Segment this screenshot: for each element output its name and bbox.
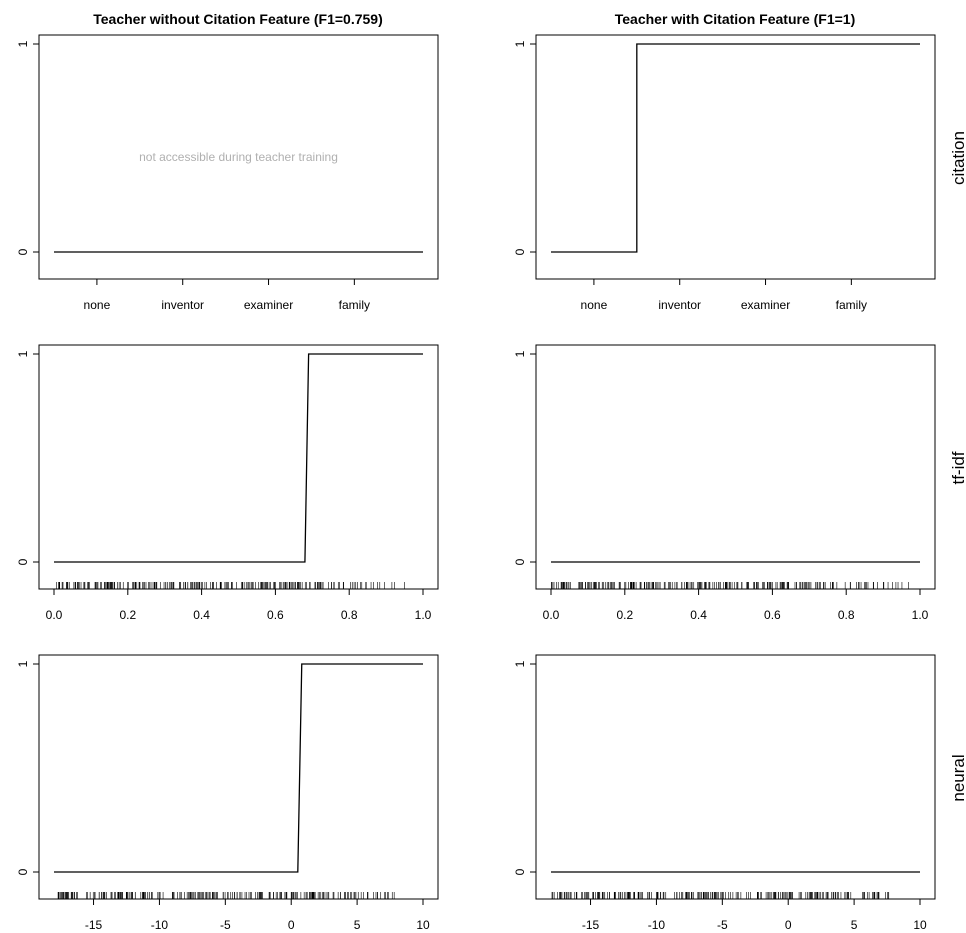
x-tick-label: examiner [244, 298, 293, 312]
x-tick-label: 0.0 [543, 608, 560, 622]
x-tick-label: family [339, 298, 370, 312]
x-tick-label: 0 [288, 918, 295, 932]
x-tick-label: family [836, 298, 867, 312]
panel-6: 0 1 -15 -10 -5 0 5 10 [513, 654, 936, 932]
x-tick-label: 0.8 [838, 608, 855, 622]
x-tick-label: -5 [220, 918, 231, 932]
x-tick-label: -10 [151, 918, 169, 932]
panel-2: 0 1 none inventor examiner family [513, 34, 936, 312]
y-tick-label: 0 [16, 248, 30, 255]
x-tick-label: 0.4 [193, 608, 210, 622]
x-tick-label: inventor [658, 298, 701, 312]
step-line [551, 43, 920, 253]
x-tick-label: 0.2 [616, 608, 633, 622]
y-tick-label: 1 [513, 350, 527, 357]
x-tick-label: 5 [851, 918, 858, 932]
x-tick-label: 10 [416, 918, 430, 932]
y-tick-label: 1 [513, 40, 527, 47]
row-label-tf-idf: tf-idf [949, 451, 966, 484]
y-tick-label: 1 [16, 40, 30, 47]
x-tick-label: none [581, 298, 608, 312]
plot-frame [38, 34, 439, 280]
column-title-right: Teacher with Citation Feature (F1=1) [615, 11, 856, 27]
rug-marks [551, 582, 909, 589]
y-tick-label: 1 [513, 660, 527, 667]
panel-1: 0 1 none inventor examiner family not accessib… [16, 34, 439, 312]
y-tick-label: 1 [16, 350, 30, 357]
rug-marks [56, 582, 405, 589]
panel-3: 0 1 0.0 0.2 0.4 0.6 0.8 1.0 [16, 344, 439, 622]
panel-4: 0 1 0.0 0.2 0.4 0.6 0.8 1.0 [513, 344, 936, 622]
x-tick-label: -15 [85, 918, 103, 932]
rug-marks [57, 892, 395, 899]
y-tick-label: 0 [16, 558, 30, 565]
x-tick-label: 0.8 [341, 608, 358, 622]
x-tick-label: 0 [785, 918, 792, 932]
y-tick-label: 0 [513, 248, 527, 255]
panel-5: 0 1 -15 -10 -5 0 5 10 [16, 654, 439, 932]
plot-frame [535, 654, 936, 900]
step-line [54, 353, 423, 563]
plot-frame [535, 344, 936, 590]
y-tick-label: 1 [16, 660, 30, 667]
annotation-text: not accessible during teacher training [139, 150, 338, 164]
column-title-left: Teacher without Citation Feature (F1=0.7… [93, 11, 383, 27]
x-tick-label: 1.0 [415, 608, 432, 622]
plot-frame [38, 654, 439, 900]
x-tick-label: 1.0 [912, 608, 929, 622]
x-tick-label: 0.6 [764, 608, 781, 622]
x-tick-label: none [84, 298, 111, 312]
y-tick-label: 0 [16, 868, 30, 875]
row-label-citation: citation [949, 131, 966, 185]
x-tick-label: -5 [717, 918, 728, 932]
x-tick-label: 10 [913, 918, 927, 932]
y-tick-label: 0 [513, 558, 527, 565]
x-tick-label: inventor [161, 298, 204, 312]
x-tick-label: 0.6 [267, 608, 284, 622]
row-label-neural: neural [949, 754, 966, 801]
x-tick-label: examiner [741, 298, 790, 312]
x-tick-label: 0.0 [46, 608, 63, 622]
x-tick-label: 0.4 [690, 608, 707, 622]
x-tick-label: 0.2 [119, 608, 136, 622]
plot-frame [535, 34, 936, 280]
y-tick-label: 0 [513, 868, 527, 875]
x-tick-label: -10 [648, 918, 666, 932]
step-line [54, 663, 423, 873]
x-tick-label: 5 [354, 918, 361, 932]
panels: 0 1 none inventor examiner family not accessib… [16, 34, 936, 932]
x-tick-label: -15 [582, 918, 600, 932]
plot-frame [38, 344, 439, 590]
rug-marks [551, 892, 890, 899]
